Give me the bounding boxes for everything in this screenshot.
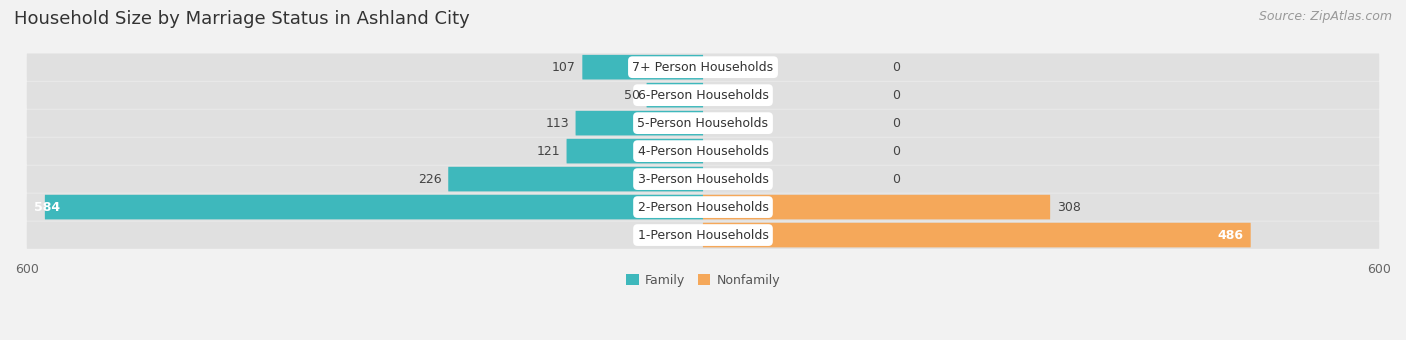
FancyBboxPatch shape	[27, 221, 1379, 249]
Text: 4-Person Households: 4-Person Households	[637, 144, 769, 158]
Text: 107: 107	[551, 61, 575, 74]
FancyBboxPatch shape	[27, 137, 1379, 165]
Text: 0: 0	[893, 89, 900, 102]
FancyBboxPatch shape	[575, 111, 703, 135]
Text: 50: 50	[624, 89, 640, 102]
FancyBboxPatch shape	[703, 223, 1251, 248]
Text: 5-Person Households: 5-Person Households	[637, 117, 769, 130]
Text: 121: 121	[536, 144, 560, 158]
FancyBboxPatch shape	[449, 167, 703, 191]
Text: 0: 0	[893, 144, 900, 158]
FancyBboxPatch shape	[567, 139, 703, 164]
Text: 308: 308	[1057, 201, 1081, 214]
FancyBboxPatch shape	[647, 83, 703, 107]
Text: 1-Person Households: 1-Person Households	[637, 228, 769, 241]
FancyBboxPatch shape	[27, 109, 1379, 137]
Text: Source: ZipAtlas.com: Source: ZipAtlas.com	[1258, 10, 1392, 23]
FancyBboxPatch shape	[27, 82, 1379, 109]
FancyBboxPatch shape	[27, 53, 1379, 81]
FancyBboxPatch shape	[27, 193, 1379, 221]
Text: Household Size by Marriage Status in Ashland City: Household Size by Marriage Status in Ash…	[14, 10, 470, 28]
Text: 0: 0	[893, 61, 900, 74]
Text: 2-Person Households: 2-Person Households	[637, 201, 769, 214]
FancyBboxPatch shape	[45, 195, 703, 219]
Text: 0: 0	[893, 117, 900, 130]
Text: 584: 584	[34, 201, 60, 214]
FancyBboxPatch shape	[582, 55, 703, 80]
Legend: Family, Nonfamily: Family, Nonfamily	[621, 269, 785, 292]
Text: 486: 486	[1218, 228, 1244, 241]
Text: 6-Person Households: 6-Person Households	[637, 89, 769, 102]
Text: 0: 0	[893, 173, 900, 186]
Text: 226: 226	[418, 173, 441, 186]
Text: 7+ Person Households: 7+ Person Households	[633, 61, 773, 74]
Text: 3-Person Households: 3-Person Households	[637, 173, 769, 186]
Text: 113: 113	[546, 117, 569, 130]
FancyBboxPatch shape	[703, 195, 1050, 219]
FancyBboxPatch shape	[27, 165, 1379, 193]
